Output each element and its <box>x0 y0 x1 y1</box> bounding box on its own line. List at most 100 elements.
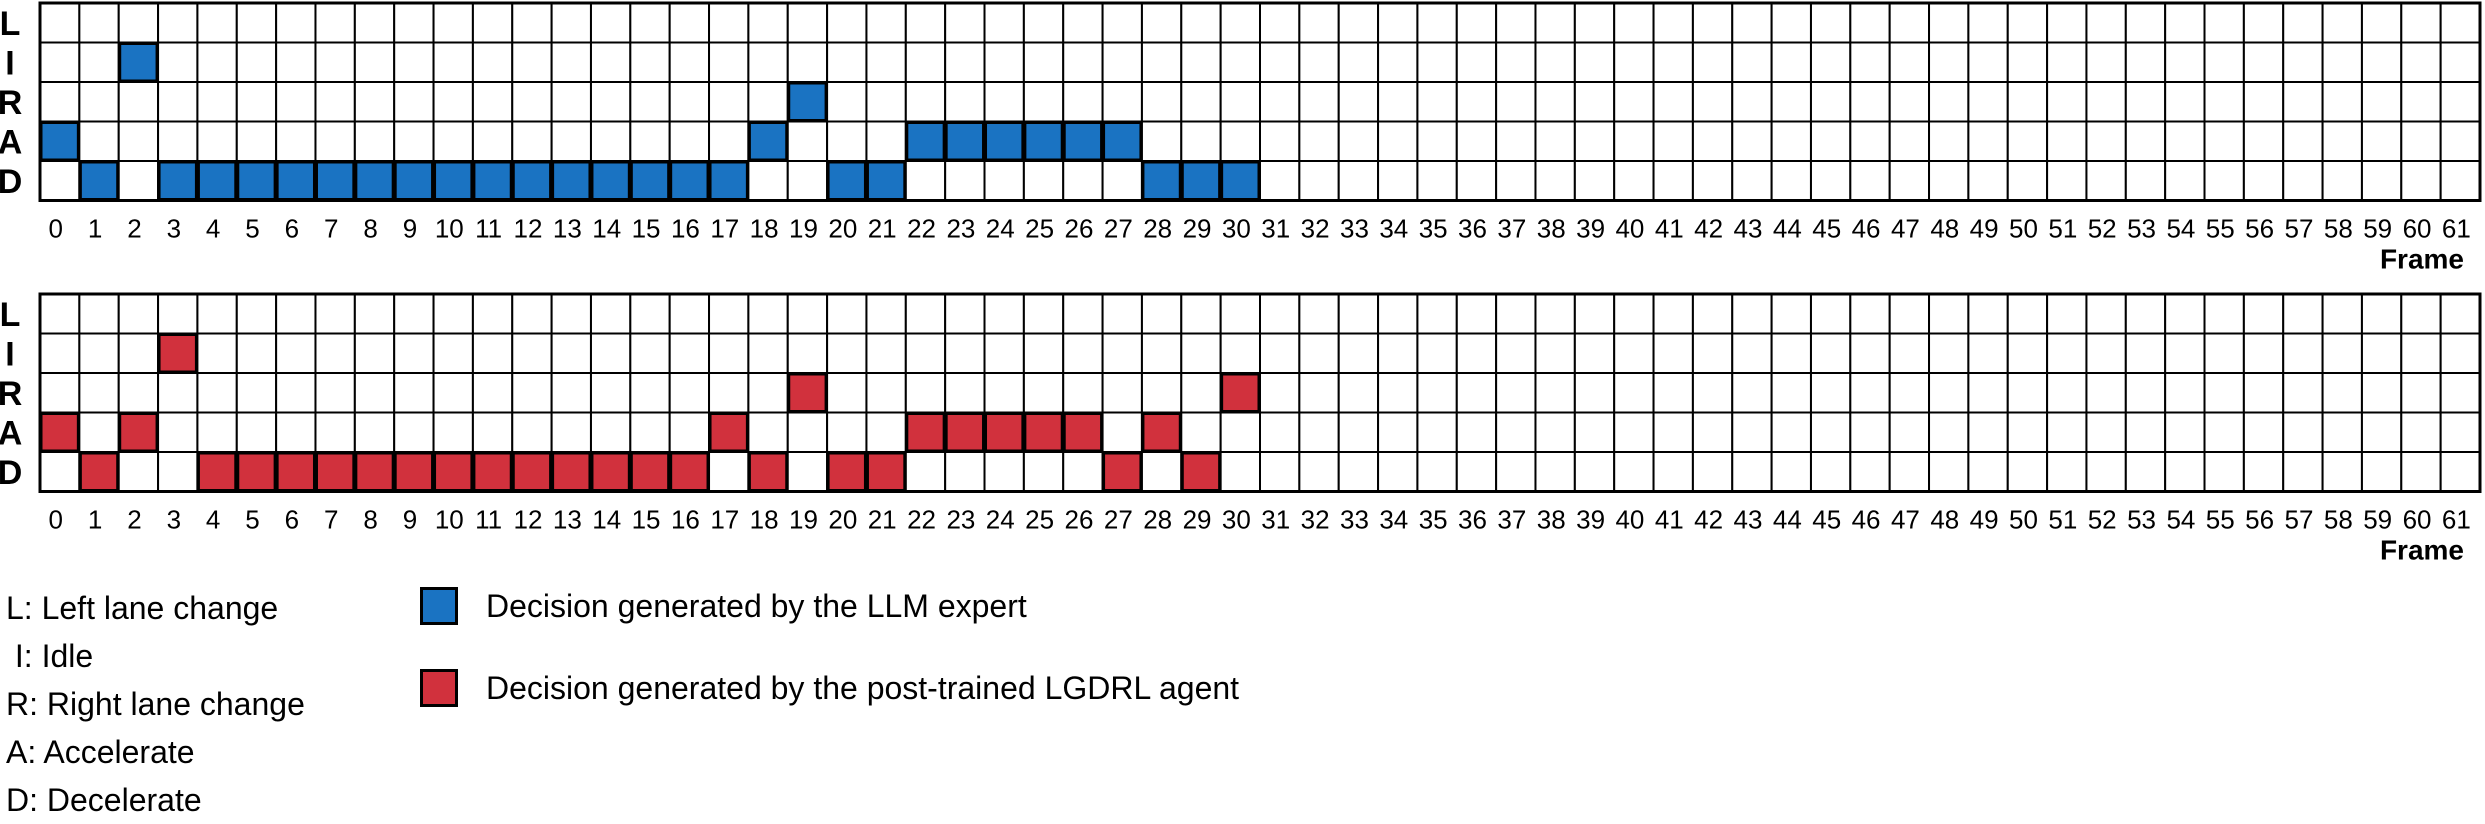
grid-cell <box>2360 332 2403 374</box>
decision-cell-frame-13 <box>551 160 592 201</box>
grid-cell <box>2164 332 2206 374</box>
grid-cell <box>1495 120 1537 162</box>
grid-cell <box>1613 81 1655 123</box>
grid-cell <box>983 41 1025 83</box>
grid-cell <box>2085 411 2127 453</box>
grid-cell <box>1377 332 1419 374</box>
grid-cell <box>78 120 120 162</box>
grid-cell <box>550 293 592 335</box>
grid-cell <box>78 2 120 44</box>
frame-tick: 30 <box>1222 214 1251 244</box>
grid-cell <box>2124 2 2167 44</box>
grid-cell <box>2242 2 2285 44</box>
grid-cell <box>904 41 947 83</box>
grid-cell <box>1534 451 1576 493</box>
grid-cell <box>1809 2 1852 44</box>
grid-cell <box>1259 120 1301 162</box>
grid-cell <box>1849 120 1891 162</box>
grid-cell <box>1888 332 1931 374</box>
grid-cell <box>1888 411 1931 453</box>
frame-tick: 15 <box>632 505 661 535</box>
grid-cell <box>2203 160 2245 202</box>
frame-tick: 36 <box>1458 214 1487 244</box>
frame-tick: 50 <box>2009 214 2038 244</box>
frame-tick: 18 <box>750 505 779 535</box>
frame-tick: 3 <box>167 214 181 244</box>
grid-cell <box>1377 293 1419 335</box>
grid-cell <box>2203 372 2245 414</box>
decision-cell-frame-6 <box>275 451 316 492</box>
grid-cell <box>1652 332 1694 374</box>
grid-cell <box>1062 160 1104 202</box>
grid-cell <box>1259 451 1301 493</box>
grid-cell <box>2046 372 2088 414</box>
grid-cell <box>1928 160 1970 202</box>
frame-tick: 22 <box>907 505 936 535</box>
grid-cell <box>511 81 553 123</box>
grid-cell <box>1888 293 1931 335</box>
frame-axis-label: Frame <box>2380 535 2464 566</box>
grid-cell <box>904 451 947 493</box>
grid-cell <box>1298 293 1340 335</box>
grid-cell <box>1573 293 1616 335</box>
decision-cell-frame-18 <box>747 451 789 492</box>
grid-cell <box>314 372 356 414</box>
grid-cell <box>2282 411 2324 453</box>
grid-cell <box>2124 411 2167 453</box>
grid-cell <box>1416 41 1458 83</box>
frame-tick: 52 <box>2088 214 2117 244</box>
grid-cell <box>235 120 278 162</box>
grid-cell <box>2085 372 2127 414</box>
frame-tick: 0 <box>49 505 63 535</box>
grid-cell <box>393 120 435 162</box>
grid-cell <box>629 120 671 162</box>
frame-tick: 29 <box>1183 505 1212 535</box>
grid-cell <box>2006 41 2049 83</box>
grid-cell <box>2203 411 2245 453</box>
frame-tick: 51 <box>2048 214 2077 244</box>
frame-tick: 42 <box>1694 214 1723 244</box>
grid-cell <box>432 293 474 335</box>
frame-tick: 44 <box>1773 505 1802 535</box>
grid-cell <box>1691 2 1734 44</box>
grid-cell <box>589 41 632 83</box>
grid-cell <box>944 81 986 123</box>
grid-cell <box>1377 41 1419 83</box>
grid-cell <box>117 160 160 202</box>
grid-cell <box>865 81 907 123</box>
grid-cell <box>1731 332 1773 374</box>
grid-cell <box>1416 293 1458 335</box>
grid-cell <box>1613 411 1655 453</box>
grid-cell <box>904 293 947 335</box>
grid-cell <box>1888 2 1931 44</box>
decision-cell-frame-27 <box>1102 451 1143 492</box>
grid-cell <box>1534 120 1576 162</box>
frame-tick: 61 <box>2442 505 2471 535</box>
grid-cell <box>826 81 868 123</box>
frame-tick: 56 <box>2245 505 2274 535</box>
grid-cell <box>1416 160 1458 202</box>
grid-cell <box>2400 2 2442 44</box>
grid-cell <box>196 372 238 414</box>
decision-cell-frame-9 <box>393 160 435 201</box>
decision-cell-frame-22 <box>905 121 946 162</box>
grid-cell <box>629 332 671 374</box>
grid-cell <box>747 41 789 83</box>
decision-cell-frame-7 <box>314 451 356 492</box>
grid-cell <box>1534 293 1576 335</box>
grid-cell <box>1140 451 1183 493</box>
grid-cell <box>1219 81 1261 123</box>
grid-cell <box>550 41 592 83</box>
grid-cell <box>2282 293 2324 335</box>
abbreviation-legend: L: Left lane change I: Idle R: Right lan… <box>6 584 305 824</box>
decision-cell-frame-5 <box>236 160 277 201</box>
grid-cell <box>550 332 592 374</box>
grid-cell <box>511 120 553 162</box>
grid-cell <box>1180 293 1222 335</box>
grid-cell <box>1888 41 1931 83</box>
grid-cell <box>1928 2 1970 44</box>
grid-cell <box>1770 41 1812 83</box>
grid-cell <box>983 2 1025 44</box>
frame-tick: 12 <box>514 505 543 535</box>
